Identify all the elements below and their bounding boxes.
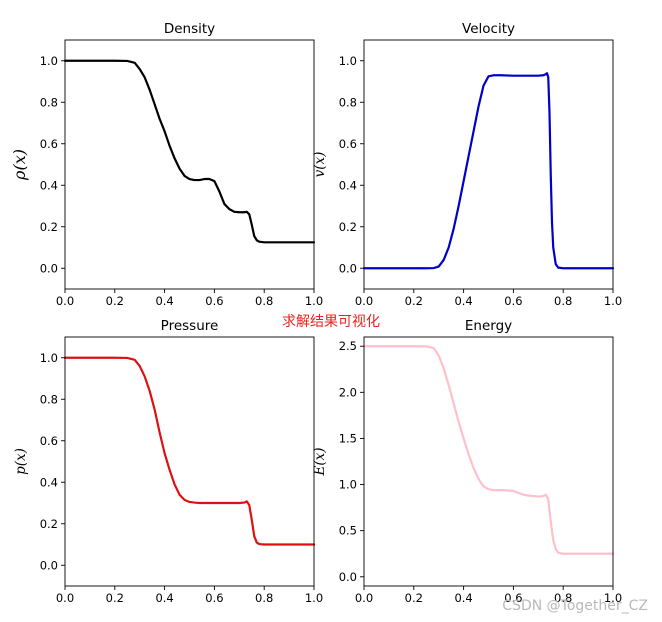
y-axis-label: p(x) <box>13 448 29 475</box>
y-tick-label: 0.0 <box>339 570 357 584</box>
axes-frame <box>363 39 614 290</box>
x-tick-label: 0.6 <box>205 294 223 308</box>
y-tick-label: 0.6 <box>40 137 58 151</box>
subplot-density: 0.0 0.2 0.4 0.6 0.8 1.0 0.0 0.2 0.4 0.6 0.8 1.0 Dens… <box>10 21 323 308</box>
x-tick-label: 1.0 <box>604 591 622 605</box>
subplot-title: Pressure <box>161 318 219 334</box>
y-tick-label: 1.0 <box>339 54 357 68</box>
subplot-title: Energy <box>465 318 512 334</box>
y-tick-label: 0.6 <box>339 137 357 151</box>
y-tick-label: 2.0 <box>339 385 357 399</box>
x-tick-label: 0.8 <box>554 294 572 308</box>
y-tick-label: 0.4 <box>40 475 58 489</box>
x-tick-label: 0.4 <box>454 591 472 605</box>
y-tick-label: 0.0 <box>339 261 357 275</box>
y-tick-label: 0.2 <box>339 220 357 234</box>
y-tick-label: 0.8 <box>339 95 357 109</box>
axes-frame <box>64 336 315 587</box>
x-tick-label: 0.8 <box>255 294 273 308</box>
x-tick-label: 0.2 <box>106 294 124 308</box>
x-tick-label: 0.2 <box>106 591 124 605</box>
subplot-title: Velocity <box>462 21 515 37</box>
x-tick-label: 0.6 <box>504 591 522 605</box>
axes-frame <box>64 39 315 290</box>
series-line-density <box>63 59 316 244</box>
x-tick-label: 1.0 <box>604 294 622 308</box>
series-line-velocity <box>362 72 615 270</box>
y-tick-label: 0.6 <box>40 434 58 448</box>
y-tick-label: 0.8 <box>40 95 58 109</box>
y-axis-label: ρ(x) <box>10 149 29 181</box>
x-tick-label: 0.2 <box>405 591 423 605</box>
series-line-energy <box>362 345 615 555</box>
subplot-velocity: 0.0 0.2 0.4 0.6 0.8 1.0 0.0 0.2 0.4 0.6 0.8 1.0 Velo… <box>312 21 622 308</box>
y-axis-label: E(x) <box>312 447 328 476</box>
y-tick-label: 0.4 <box>40 178 58 192</box>
axes-frame <box>363 336 614 587</box>
y-tick-label: 0.2 <box>40 220 58 234</box>
y-tick-label: 1.0 <box>339 478 357 492</box>
x-tick-label: 1.0 <box>305 591 323 605</box>
y-tick-label: 0.0 <box>40 558 58 572</box>
y-tick-label: 2.5 <box>339 339 357 353</box>
y-tick-label: 0.2 <box>40 517 58 531</box>
y-tick-label: 0.8 <box>40 392 58 406</box>
x-tick-label: 0.8 <box>255 591 273 605</box>
x-tick-label: 0.6 <box>205 591 223 605</box>
y-tick-label: 1.5 <box>339 431 357 445</box>
x-tick-label: 0.8 <box>554 591 572 605</box>
x-tick-label: 0.6 <box>504 294 522 308</box>
y-tick-label: 0.5 <box>339 524 357 538</box>
watermark: CSDN @Together_CZ <box>502 598 648 614</box>
subplot-energy: 0.0 0.2 0.4 0.6 0.8 1.0 0.0 0.5 1.0 1.5 2.0 2.5 Ener… <box>312 318 622 605</box>
x-tick-label: 0.4 <box>155 591 173 605</box>
y-tick-label: 0.4 <box>339 178 357 192</box>
figure-caption: 求解结果可视化 <box>282 314 380 330</box>
y-tick-label: 1.0 <box>40 54 58 68</box>
subplot-pressure: 0.0 0.2 0.4 0.6 0.8 1.0 0.0 0.2 0.4 0.6 0.8 1.0 Pres… <box>13 318 323 605</box>
x-tick-label: 0.0 <box>355 591 373 605</box>
y-axis-label: v(x) <box>312 152 328 178</box>
x-tick-label: 1.0 <box>305 294 323 308</box>
x-tick-label: 0.0 <box>56 591 74 605</box>
y-tick-label: 1.0 <box>40 351 58 365</box>
x-tick-label: 0.0 <box>355 294 373 308</box>
x-tick-label: 0.4 <box>155 294 173 308</box>
subplot-title: Density <box>164 21 215 37</box>
x-tick-label: 0.2 <box>405 294 423 308</box>
y-tick-label: 0.0 <box>40 261 58 275</box>
x-tick-label: 0.4 <box>454 294 472 308</box>
x-tick-label: 0.0 <box>56 294 74 308</box>
series-line-pressure <box>63 356 316 546</box>
